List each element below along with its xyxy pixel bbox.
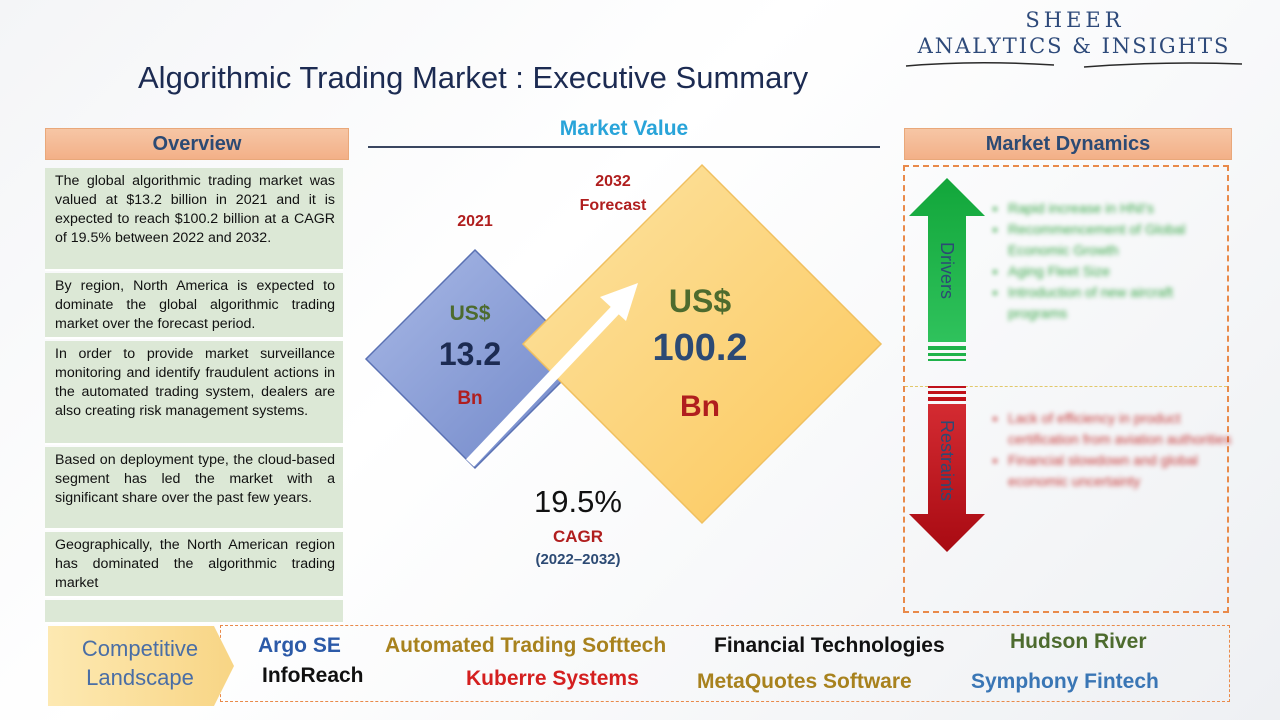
growth-arrow-icon	[466, 283, 638, 467]
forecast-year: 2032	[595, 173, 631, 190]
overview-item: The global algorithmic trading market wa…	[45, 168, 343, 271]
diamond-2032	[521, 163, 883, 525]
value-2032-unit: Bn	[680, 390, 720, 423]
company-automated-trading-softtech: Automated Trading Softtech	[385, 634, 667, 657]
base-year-label: 2021	[457, 213, 493, 230]
value-2021-currency: US$	[449, 302, 491, 325]
company-hudson-river: Hudson River	[1010, 630, 1147, 653]
forecast-label: Forecast	[579, 197, 647, 214]
driver-item: Introduction of new aircraft programs	[1008, 282, 1233, 324]
forecast-year-label: 2032 Forecast	[570, 170, 656, 218]
company-kuberre-systems: Kuberre Systems	[466, 667, 639, 690]
drivers-up-arrow-icon	[909, 178, 985, 361]
value-2021: 13.2	[438, 336, 502, 372]
restraints-list: Lack of efficiency in product certificat…	[992, 408, 1233, 492]
overview-item: Based on deployment type, the cloud-base…	[45, 447, 343, 530]
logo-text-sheer: SHEER	[1025, 8, 1125, 32]
dynamics-divider	[905, 386, 1227, 387]
overview-item: In order to provide market surveillance …	[45, 341, 343, 445]
company-symphony-fintech: Symphony Fintech	[971, 670, 1159, 693]
restraints-down-arrow-icon	[909, 386, 985, 552]
market-dynamics-header: Market Dynamics	[904, 128, 1232, 160]
driver-item: Recommencement of Global Economic Growth	[1008, 219, 1233, 261]
company-argo-se: Argo SE	[258, 634, 341, 657]
comp-label-line2: Landscape	[86, 665, 194, 690]
overview-item: Geographically, the North American regio…	[45, 532, 343, 598]
restraint-item: Lack of efficiency in product certificat…	[1008, 408, 1233, 450]
page-title: Algorithmic Trading Market : Executive S…	[138, 60, 809, 95]
market-value-title: Market Value	[559, 117, 689, 140]
competitive-landscape-label: Competitive Landscape	[55, 634, 225, 692]
driver-item: Rapid increase in HNI's	[1008, 198, 1233, 219]
comp-label-line1: Competitive	[81, 636, 199, 661]
overview-empty-row	[45, 600, 343, 624]
value-2032-currency: US$	[668, 283, 732, 319]
drivers-list: Rapid increase in HNI's Recommencement o…	[992, 198, 1233, 324]
drivers-label: Drivers	[937, 242, 957, 299]
logo-swoosh	[905, 61, 1243, 68]
market-dynamics-panel	[903, 165, 1229, 613]
cagr-value: 19.5%	[534, 484, 622, 519]
restraints-label: Restraints	[937, 420, 957, 502]
cagr-period: (2022–2032)	[535, 551, 621, 568]
overview-item: By region, North America is expected to …	[45, 273, 343, 339]
restraint-item: Financial slowdown and global economic u…	[1008, 450, 1233, 492]
logo-text-analytics: ANALYTICS & INSIGHTS	[917, 34, 1231, 58]
overview-header: Overview	[45, 128, 349, 160]
market-value-divider	[368, 146, 880, 148]
company-inforeach: InfoReach	[262, 664, 364, 687]
competitive-landscape-chevron	[48, 626, 234, 706]
company-financial-technologies: Financial Technologies	[714, 634, 945, 657]
driver-item: Aging Fleet Size	[1008, 261, 1233, 282]
value-2021-unit: Bn	[457, 388, 483, 409]
value-2032: 100.2	[652, 327, 748, 369]
company-metaquotes-software: MetaQuotes Software	[697, 670, 912, 693]
cagr-label: CAGR	[552, 527, 604, 546]
